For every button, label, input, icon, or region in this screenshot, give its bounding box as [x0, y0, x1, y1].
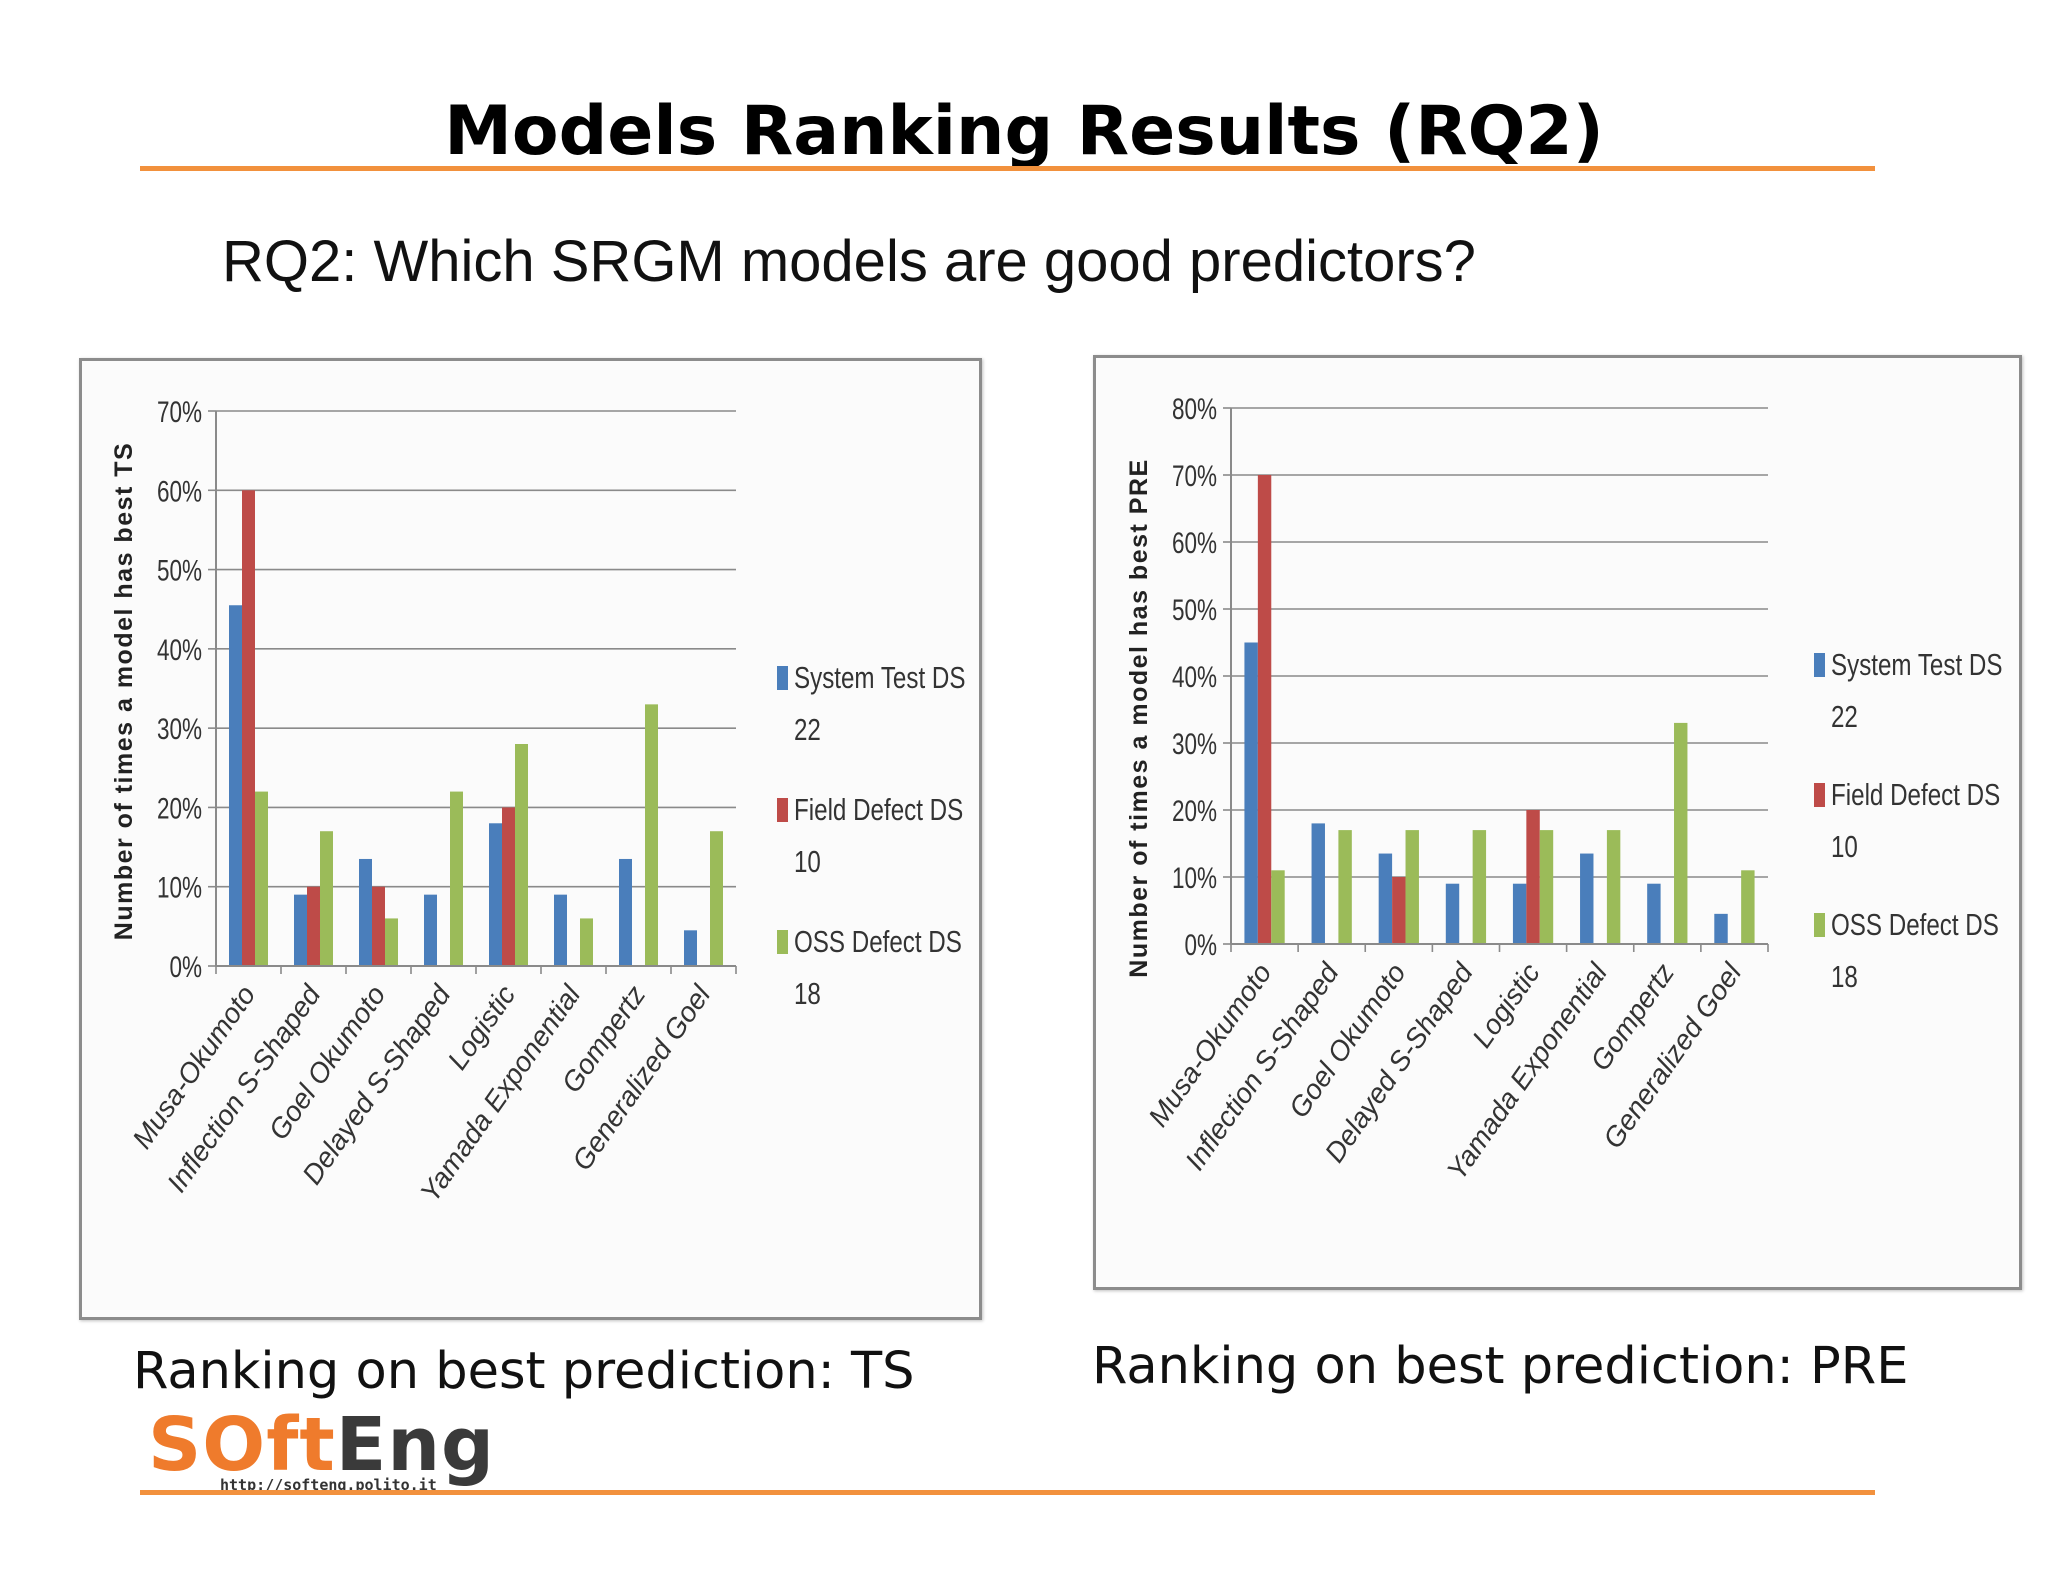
bar-3 [385, 918, 398, 966]
y-tick-label: 60% [1172, 526, 1217, 560]
legend-swatch [1814, 783, 1825, 807]
legend-swatch [777, 798, 788, 822]
legend-swatch [1814, 913, 1825, 937]
y-tick-label: 40% [157, 633, 202, 667]
legend-count: 22 [794, 712, 821, 747]
bar-1 [1244, 642, 1258, 944]
bar-1 [1647, 883, 1661, 944]
legend-swatch [1814, 653, 1825, 677]
y-tick-label: 50% [1172, 593, 1217, 627]
bar-2 [242, 490, 255, 966]
logo-word-prefix: SOft [148, 1402, 336, 1488]
bar-2 [1526, 810, 1540, 944]
bar-2 [1392, 877, 1406, 944]
legend-label: System Test DS [794, 660, 965, 695]
bar-3 [515, 744, 528, 966]
legend-label: Field Defect DS [1831, 777, 2000, 812]
bar-1 [1311, 823, 1325, 944]
research-question: RQ2: Which SRGM models are good predicto… [222, 229, 1476, 294]
y-axis-title: Number of times a model has best PRE [1125, 458, 1153, 977]
y-tick-label: 70% [1172, 459, 1217, 493]
chart-ts-svg: 0%10%20%30%40%50%60%70%Musa-OkumotoInfle… [110, 395, 965, 1208]
bar-2 [372, 886, 385, 966]
bar-1 [619, 858, 632, 966]
bar-3 [450, 791, 463, 966]
legend-count: 10 [794, 844, 821, 879]
bar-3 [1271, 870, 1285, 944]
y-tick-label: 0% [1184, 928, 1217, 962]
y-tick-label: 30% [1172, 727, 1217, 761]
bar-3 [1338, 830, 1352, 944]
y-tick-label: 40% [1172, 660, 1217, 694]
bar-1 [1714, 913, 1728, 944]
bar-3 [1674, 722, 1688, 944]
legend-count: 18 [794, 976, 821, 1011]
y-tick-label: 50% [157, 553, 202, 587]
logo-wordmark: SOftEng [148, 1402, 495, 1488]
bar-3 [255, 791, 268, 966]
caption-pre: Ranking on best prediction: PRE [1092, 1337, 1909, 1396]
slide-title: Models Ranking Results (RQ2) [444, 92, 1604, 171]
bar-3 [1539, 830, 1554, 944]
chart-ts: 0% 10% 20% 30% 40% 50% 60% 70% Musa-Okumoto Infle… [79, 358, 982, 1320]
y-tick-label: 20% [157, 791, 202, 825]
logo-word-suffix: Eng [335, 1402, 495, 1488]
y-tick-label: 60% [157, 474, 202, 508]
legend-swatch [777, 666, 788, 690]
bar-1 [359, 858, 372, 966]
legend-label: OSS Defect DS [794, 924, 962, 959]
bar-1 [1512, 883, 1527, 944]
legend-count: 10 [1831, 829, 1858, 864]
bar-3 [710, 831, 723, 966]
bar-3 [580, 918, 593, 966]
bar-1 [684, 930, 697, 966]
footer-rule [140, 1490, 1875, 1495]
y-tick-label: 10% [157, 871, 202, 905]
bar-3 [1606, 830, 1621, 944]
legend-label: OSS Defect DS [1831, 907, 1999, 942]
softeng-logo: SOftEng http://softeng.polito.it [148, 1402, 568, 1496]
bar-2 [502, 807, 515, 966]
bar-1 [1378, 853, 1393, 944]
legend-label: Field Defect DS [794, 792, 963, 827]
bar-2 [307, 886, 320, 966]
logo-url: http://softeng.polito.it [220, 1476, 437, 1494]
bar-3 [1472, 830, 1487, 944]
bar-1 [489, 823, 502, 966]
title-underline [140, 166, 1875, 171]
bar-1 [229, 605, 242, 966]
bar-1 [554, 894, 567, 966]
y-tick-label: 10% [1172, 861, 1217, 895]
caption-ts: Ranking on best prediction: TS [133, 1342, 915, 1401]
y-tick-label: 0% [169, 950, 202, 984]
bar-2 [1257, 475, 1272, 944]
bar-1 [424, 894, 437, 966]
bar-1 [1580, 853, 1594, 944]
bar-3 [1405, 830, 1419, 944]
bar-3 [320, 831, 333, 966]
y-tick-label: 70% [157, 395, 202, 429]
legend-count: 18 [1831, 959, 1858, 994]
legend-label: System Test DS [1831, 647, 2002, 682]
legend-swatch [777, 930, 788, 954]
y-axis-title: Number of times a model has best TS [110, 442, 138, 940]
bar-3 [1741, 870, 1755, 944]
bar-1 [294, 894, 307, 966]
y-tick-label: 20% [1172, 794, 1217, 828]
bar-3 [645, 704, 658, 966]
y-tick-label: 30% [157, 712, 202, 746]
chart-pre-svg: 0%10%20%30%40%50%60%70%80%Musa-OkumotoIn… [1125, 392, 2002, 1186]
legend-count: 22 [1831, 699, 1858, 734]
bar-1 [1445, 883, 1460, 944]
chart-pre: 0% 10% 20% 30% 40% 50% 60% 70% 80% Musa-Okumoto In… [1093, 355, 2022, 1290]
y-tick-label: 80% [1172, 392, 1217, 426]
